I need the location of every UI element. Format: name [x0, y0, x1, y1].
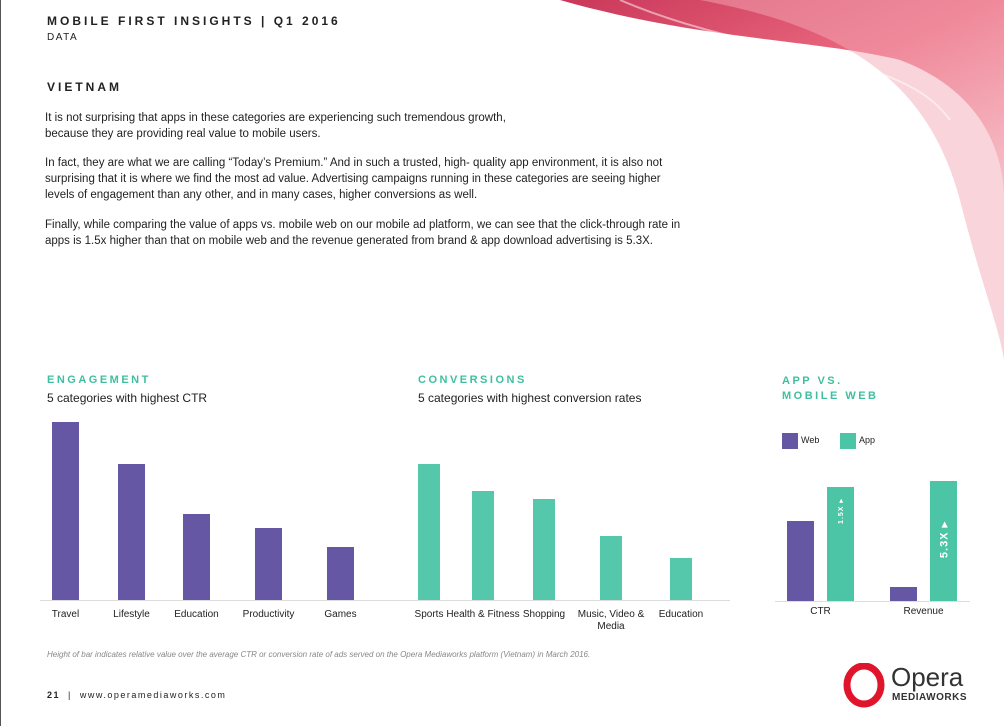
chart-subtitle: 5 categories with highest conversion rat… [418, 391, 642, 405]
footnote: Height of bar indicates relative value o… [47, 650, 591, 659]
bar [827, 487, 854, 601]
x-tick-label: Revenue [903, 606, 944, 617]
paragraph: Finally, while comparing the value of ap… [45, 219, 681, 247]
bar [670, 558, 692, 600]
paragraph: It is not surprising that apps in these … [45, 112, 506, 140]
bar [418, 464, 440, 600]
x-tick-label: Games [324, 609, 357, 620]
x-tick-label: Music, Video & Media [577, 609, 645, 632]
bar [890, 587, 917, 601]
x-tick-label: Health & Fitness [446, 609, 520, 620]
chart-title: APP VS. MOBILE WEB [782, 375, 879, 402]
x-tick-label: Education [658, 609, 704, 620]
chart-title: ENGAGEMENT [47, 374, 151, 386]
bar [472, 491, 494, 600]
bar [52, 422, 79, 600]
url: www.operamediaworks.com [79, 690, 227, 700]
bar [600, 536, 622, 600]
baseline [40, 600, 730, 601]
bar [327, 547, 354, 600]
bar [118, 464, 145, 600]
logo-subtext: MEDIAWORKS [892, 692, 967, 703]
annotation: 1.5X ▸ [837, 498, 845, 524]
chart-subtitle: 5 categories with highest CTR [47, 391, 208, 405]
paragraph: In fact, they are what we are calling “T… [45, 157, 663, 201]
x-tick-label: Sports [414, 609, 444, 620]
baseline [775, 601, 970, 602]
legend-label: App [859, 435, 876, 445]
bar [183, 514, 210, 600]
header-title: MOBILE FIRST INSIGHTS | Q1 2016 [47, 14, 341, 28]
logo-text: Opera [891, 662, 964, 692]
bar [533, 499, 555, 600]
page-number: 21 [47, 690, 61, 700]
chart-title: CONVERSIONS [418, 374, 527, 386]
bar [255, 528, 282, 600]
footer: 21 | www.operamediaworks.com [47, 690, 227, 700]
section-title: VIETNAM [47, 80, 122, 94]
x-tick-label: Productivity [242, 609, 295, 620]
bar [787, 521, 814, 601]
bar [930, 481, 957, 601]
legend-swatch [840, 433, 856, 449]
legend-label: Web [801, 435, 820, 445]
legend-swatch [782, 433, 798, 449]
header-subtitle: DATA [47, 32, 79, 43]
x-tick-label: Lifestyle [113, 609, 150, 620]
x-tick-label: Education [174, 609, 219, 620]
x-tick-label: Shopping [522, 609, 566, 620]
annotation: 5.3X ▸ [938, 520, 950, 559]
x-tick-label: CTR [810, 606, 831, 617]
x-tick-label: Travel [51, 609, 80, 620]
logo-icon [843, 663, 885, 708]
